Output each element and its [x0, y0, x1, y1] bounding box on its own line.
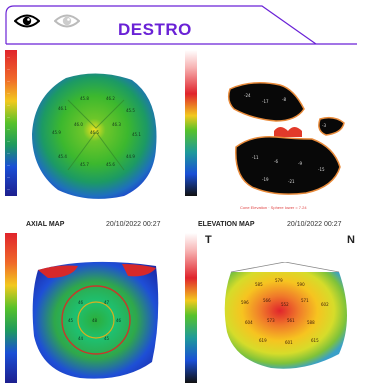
svg-text:46.0: 46.0 — [74, 122, 83, 127]
elevation-caption: Cone Elevation · Sphere lower = 7.24 — [240, 205, 307, 210]
svg-text:561: 561 — [287, 318, 295, 323]
svg-text:579: 579 — [275, 278, 283, 283]
svg-text:-9: -9 — [298, 161, 302, 166]
svg-text:-15: -15 — [318, 167, 325, 172]
svg-text:—: — — [7, 91, 10, 95]
header-frame — [5, 5, 357, 45]
axial-color-scale: — — — — — — — — — — — — — [5, 50, 17, 196]
svg-text:601: 601 — [285, 340, 293, 345]
svg-text:46: 46 — [78, 300, 84, 305]
svg-text:—: — — [7, 115, 10, 119]
svg-text:—: — — [7, 139, 10, 143]
svg-text:46.1: 46.1 — [58, 106, 67, 111]
svg-text:44: 44 — [78, 336, 84, 341]
svg-text:46: 46 — [116, 318, 122, 323]
axial-map-label: AXIAL MAP — [26, 221, 65, 228]
svg-text:573: 573 — [267, 318, 275, 323]
elevation-color-scale — [185, 50, 197, 196]
svg-text:45: 45 — [104, 336, 110, 341]
svg-text:—: — — [7, 163, 10, 167]
svg-text:44.9: 44.9 — [126, 154, 135, 159]
bottom-left-color-scale — [5, 233, 17, 383]
svg-text:—: — — [7, 67, 10, 71]
svg-text:615: 615 — [311, 338, 319, 343]
page-title: DESTRO — [118, 20, 192, 39]
eye-icon-inactive[interactable] — [54, 12, 80, 30]
svg-text:46.5: 46.5 — [90, 130, 99, 135]
svg-text:48: 48 — [92, 318, 98, 323]
svg-text:46.3: 46.3 — [112, 122, 121, 127]
svg-text:619: 619 — [259, 338, 267, 343]
bottom-right-color-scale — [185, 233, 197, 383]
svg-text:—: — — [7, 127, 10, 131]
svg-text:-11: -11 — [252, 155, 259, 160]
svg-text:—: — — [7, 55, 10, 59]
svg-text:—: — — [7, 79, 10, 83]
svg-text:588: 588 — [307, 320, 315, 325]
svg-text:-24: -24 — [244, 93, 251, 98]
eye-icon-active[interactable] — [14, 12, 40, 30]
svg-text:-8: -8 — [282, 97, 286, 102]
axial-map[interactable]: 46.1 45.8 46.2 45.5 45.9 46.0 46.5 46.3 45.1 45… — [28, 70, 164, 200]
svg-text:45.8: 45.8 — [80, 96, 89, 101]
pachymetry-map[interactable]: 585 579 590 596 566 552 571 602 604 573 561 588 6… — [215, 262, 355, 380]
svg-text:590: 590 — [297, 282, 305, 287]
svg-text:45.4: 45.4 — [58, 154, 67, 159]
svg-text:45.7: 45.7 — [80, 162, 89, 167]
nasal-label: N — [347, 234, 355, 246]
svg-text:—: — — [7, 175, 10, 179]
temporal-label: T — [205, 234, 212, 246]
elevation-map-label: ELEVATION MAP — [198, 221, 255, 228]
svg-text:—: — — [7, 187, 10, 191]
svg-text:45.5: 45.5 — [126, 108, 135, 113]
svg-text:-17: -17 — [262, 99, 269, 104]
svg-text:571: 571 — [301, 298, 309, 303]
svg-text:-19: -19 — [262, 177, 269, 182]
svg-text:45.1: 45.1 — [132, 132, 141, 137]
svg-text:—: — — [7, 103, 10, 107]
tangential-map[interactable]: 46 47 45 48 46 44 45 — [28, 256, 164, 384]
svg-text:45.6: 45.6 — [106, 162, 115, 167]
svg-text:602: 602 — [321, 302, 329, 307]
svg-text:—: — — [7, 151, 10, 155]
svg-text:585: 585 — [255, 282, 263, 287]
axial-map-date: 20/10/2022 00:27 — [106, 221, 161, 228]
header: DESTRO — [0, 0, 368, 48]
svg-text:-21: -21 — [288, 179, 295, 184]
svg-text:45.9: 45.9 — [52, 130, 61, 135]
svg-text:596: 596 — [241, 300, 249, 305]
svg-text:45: 45 — [68, 318, 74, 323]
svg-text:-6: -6 — [274, 159, 278, 164]
svg-text:-3: -3 — [322, 123, 326, 128]
svg-text:552: 552 — [281, 302, 289, 307]
elevation-map[interactable]: -24 -17 -8 -11 -6 -9 -15 -19 -21 -3 — [222, 75, 362, 201]
svg-text:46.2: 46.2 — [106, 96, 115, 101]
elevation-map-date: 20/10/2022 00:27 — [287, 221, 342, 228]
svg-text:604: 604 — [245, 320, 253, 325]
svg-text:47: 47 — [104, 300, 110, 305]
svg-text:566: 566 — [263, 298, 271, 303]
